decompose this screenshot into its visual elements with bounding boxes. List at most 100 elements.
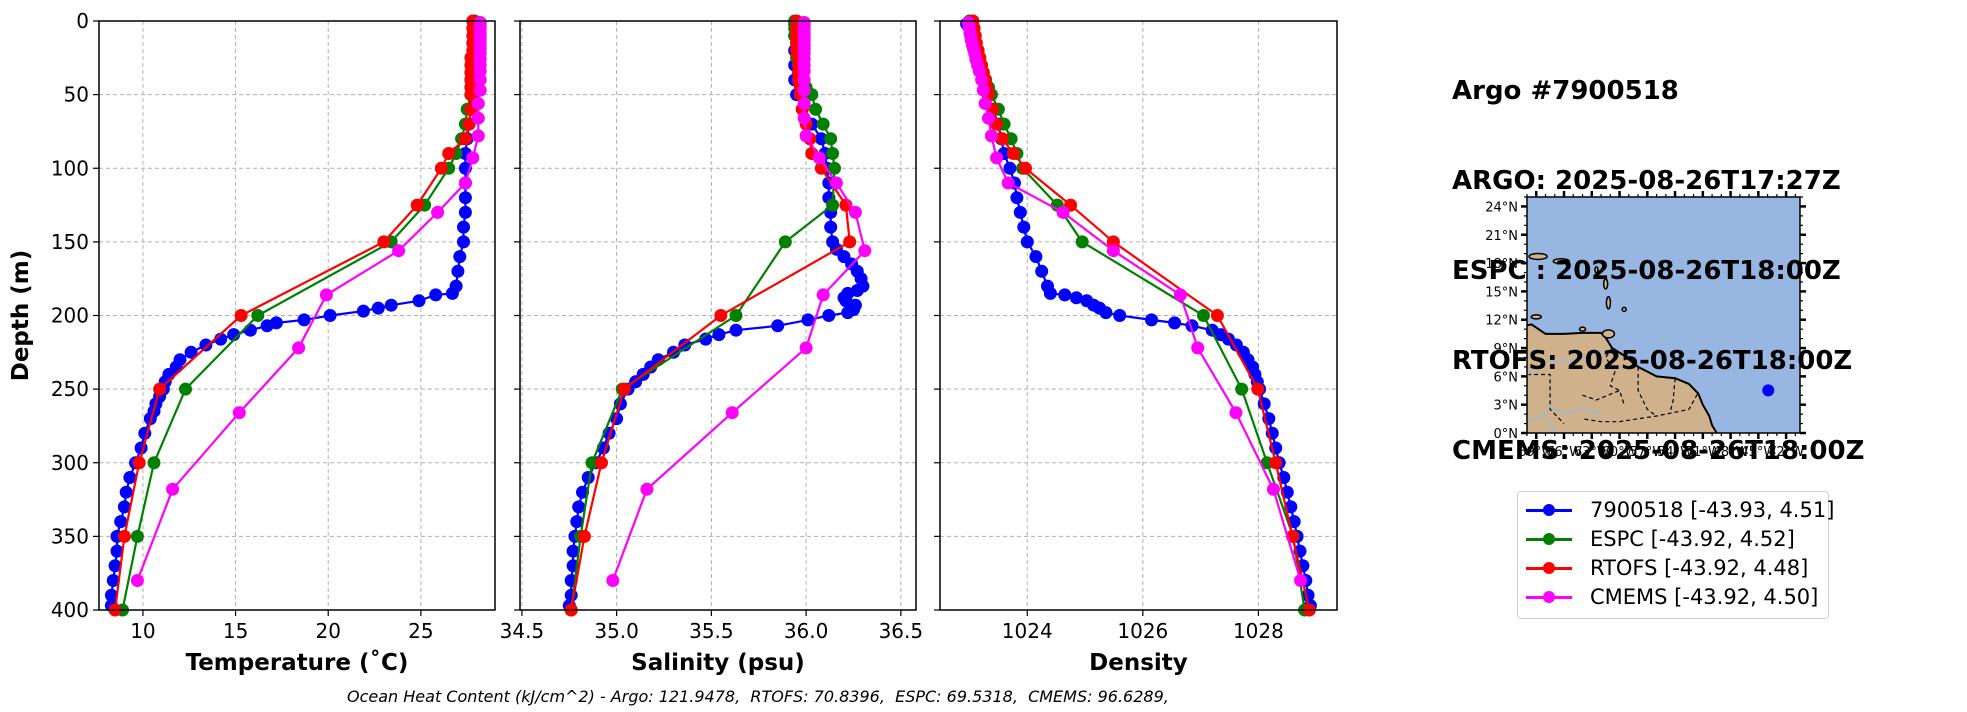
- data-point: [1113, 309, 1127, 322]
- data-point: [1235, 382, 1249, 396]
- data-point: [114, 515, 128, 529]
- data-point: [816, 117, 830, 131]
- data-point: [640, 482, 654, 496]
- margarita-island: [1578, 326, 1587, 332]
- country-border: [1582, 394, 1698, 423]
- data-point: [1266, 482, 1280, 496]
- country-border: [1669, 378, 1676, 412]
- map-lon-label: 54°W: [1657, 445, 1693, 460]
- map-lon-label: 51°W: [1685, 445, 1721, 460]
- data-point: [108, 559, 122, 573]
- map-lon-label: 66°W: [1546, 445, 1582, 460]
- data-point: [566, 544, 580, 558]
- series-7900518: [960, 17, 1317, 613]
- rtofs-time: RTOFS: 2025-08-26T18:00Z: [1452, 346, 1853, 376]
- data-point: [232, 406, 246, 420]
- data-point: [826, 198, 840, 212]
- data-point: [1001, 176, 1015, 190]
- data-point: [1251, 382, 1265, 396]
- data-point: [1013, 205, 1027, 219]
- data-point: [809, 102, 823, 116]
- series-cmems: [961, 16, 1308, 587]
- y-tick-label: 50: [64, 83, 89, 107]
- south-america-land: [1527, 323, 1718, 433]
- x-tick-label: 36.0: [784, 619, 829, 643]
- x-tick-label: 10: [130, 619, 155, 643]
- data-point: [729, 309, 743, 322]
- series-line: [110, 23, 478, 606]
- data-point: [858, 244, 872, 258]
- map-lat-label: 3°N: [1494, 399, 1519, 414]
- data-point: [1056, 205, 1070, 219]
- data-point: [243, 323, 257, 337]
- data-point: [1191, 341, 1205, 355]
- map-lat-label: 0°N: [1494, 427, 1519, 442]
- data-point: [585, 456, 599, 470]
- data-point: [712, 328, 726, 342]
- data-point: [814, 132, 828, 146]
- data-point: [1269, 456, 1283, 470]
- data-point: [595, 456, 608, 470]
- data-point: [1075, 235, 1089, 249]
- data-point: [1006, 147, 1020, 160]
- legend-label: CMEMS [-43.92, 4.50]: [1590, 585, 1819, 609]
- data-point: [978, 97, 992, 110]
- map-lon-label: 42°W: [1768, 445, 1804, 460]
- espc-time: ESPC : 2025-08-26T18:00Z: [1452, 256, 1841, 286]
- legend-marker-icon: [1526, 532, 1572, 546]
- data-point: [826, 147, 840, 160]
- legend-label: RTOFS [-43.92, 4.48]: [1590, 556, 1809, 580]
- legend-marker-icon: [1526, 503, 1572, 517]
- barbados-island: [1621, 306, 1627, 313]
- legend-marker-icon: [1526, 590, 1572, 604]
- data-point: [104, 588, 118, 602]
- data-point: [570, 515, 584, 529]
- data-point: [471, 97, 485, 110]
- data-point: [995, 132, 1009, 146]
- puerto-rico-island: [1552, 257, 1570, 265]
- legend-item-rtofs: RTOFS [-43.92, 4.48]: [1526, 554, 1808, 582]
- legend: 7900518 [-43.93, 4.51] ESPC [-43.92, 4.5…: [1517, 491, 1834, 619]
- x-tick-label: 35.0: [594, 619, 639, 643]
- data-point: [812, 151, 826, 165]
- legend-label: ESPC [-43.92, 4.52]: [1590, 527, 1795, 551]
- data-point: [841, 306, 855, 320]
- x-axis-label: Salinity (psu): [631, 650, 805, 676]
- data-point: [429, 288, 443, 302]
- map-lat-label: 12°N: [1485, 314, 1518, 329]
- x-tick-label: 1028: [1233, 619, 1284, 643]
- data-point: [714, 309, 728, 322]
- map-frame: [1526, 196, 1801, 434]
- data-point: [824, 132, 838, 146]
- x-tick-label: 1026: [1117, 619, 1168, 643]
- country-border: [1637, 366, 1657, 417]
- data-point: [199, 338, 213, 352]
- data-point: [729, 323, 743, 337]
- data-point: [445, 286, 459, 300]
- data-point: [431, 205, 445, 219]
- y-tick-label: 350: [51, 524, 89, 548]
- data-point: [234, 309, 248, 322]
- series-line: [136, 22, 482, 581]
- data-point: [147, 456, 161, 470]
- data-point: [1017, 220, 1031, 234]
- data-point: [1010, 191, 1024, 205]
- data-point: [458, 176, 472, 190]
- data-point: [797, 83, 811, 97]
- x-tick-label: 15: [223, 619, 248, 643]
- series-line: [114, 21, 474, 611]
- map-lon-label: 60°W: [1602, 445, 1638, 460]
- y-tick-label: 0: [76, 9, 89, 33]
- data-point: [392, 244, 406, 258]
- y-tick-label: 150: [51, 230, 89, 254]
- data-point: [110, 544, 124, 558]
- data-point: [251, 309, 265, 322]
- x-tick-label: 35.5: [689, 619, 734, 643]
- data-point: [297, 313, 311, 327]
- data-point: [576, 485, 589, 499]
- series-7900518: [562, 17, 870, 613]
- data-point: [466, 151, 480, 165]
- legend-item-espc: ESPC [-43.92, 4.52]: [1526, 525, 1795, 553]
- data-point: [184, 345, 198, 359]
